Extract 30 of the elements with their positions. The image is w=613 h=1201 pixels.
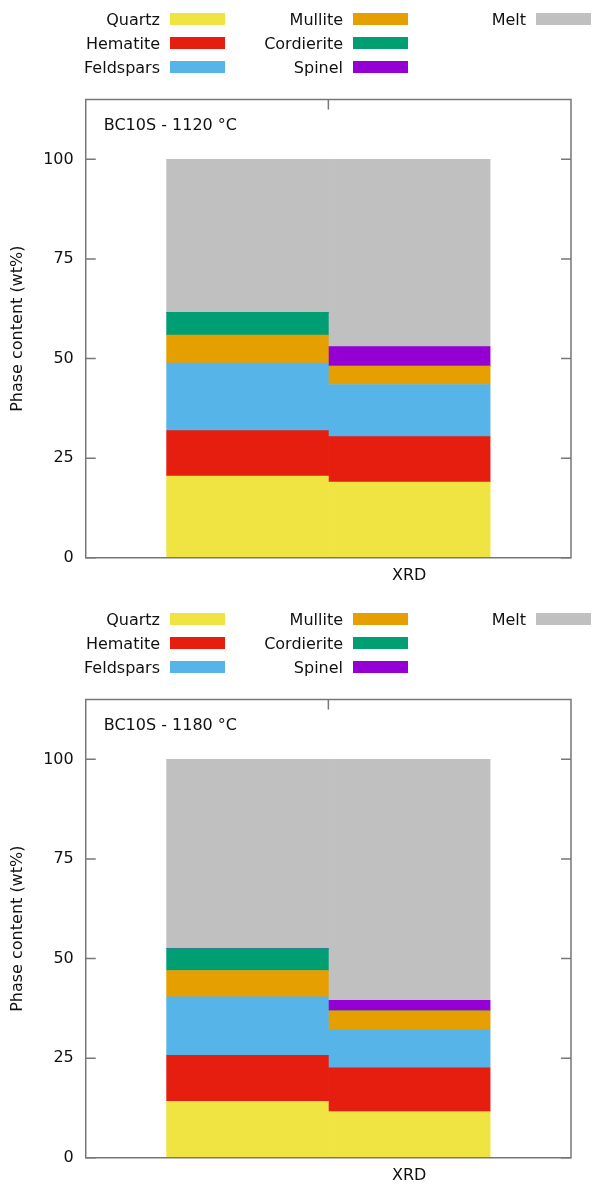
text: BC10S - 1180 °C bbox=[103, 714, 238, 734]
legend-label: Feldspars bbox=[84, 657, 160, 677]
y-tick-label: 25 bbox=[53, 1047, 74, 1067]
x-tick-label: XRD bbox=[392, 1164, 427, 1184]
legend-label: Cordierite bbox=[264, 633, 343, 653]
legend-label: Mullite bbox=[289, 609, 343, 629]
y-axis-title: Phase content (wt%) bbox=[6, 245, 26, 412]
y-tick-label: 75 bbox=[53, 248, 74, 268]
legend-label: Melt bbox=[491, 9, 526, 29]
y-tick-label: 100 bbox=[43, 748, 74, 768]
y-tick-label: 25 bbox=[53, 447, 74, 467]
y-tick-label: 75 bbox=[53, 848, 74, 868]
legend-label: Quartz bbox=[106, 609, 160, 629]
y-tick-label: 0 bbox=[63, 1146, 74, 1166]
y-tick-label: 50 bbox=[53, 347, 74, 367]
legend-label: Hematite bbox=[85, 33, 160, 53]
legend-label: Mullite bbox=[289, 9, 343, 29]
legend-label: Melt bbox=[491, 609, 526, 629]
text: BC10S - 1120 °C bbox=[103, 114, 238, 134]
legend-label: Spinel bbox=[293, 57, 343, 77]
legend-label: Cordierite bbox=[264, 33, 343, 53]
legend-label: Quartz bbox=[106, 9, 160, 29]
y-tick-label: 100 bbox=[43, 148, 74, 168]
legend-label: Hematite bbox=[85, 633, 160, 653]
legend-label: Feldspars bbox=[84, 57, 160, 77]
legend-label: Spinel bbox=[293, 657, 343, 677]
y-tick-label: 0 bbox=[63, 546, 74, 566]
y-axis-title: Phase content (wt%) bbox=[6, 845, 26, 1012]
y-tick-label: 50 bbox=[53, 947, 74, 967]
x-tick-label: XRD bbox=[392, 564, 427, 584]
